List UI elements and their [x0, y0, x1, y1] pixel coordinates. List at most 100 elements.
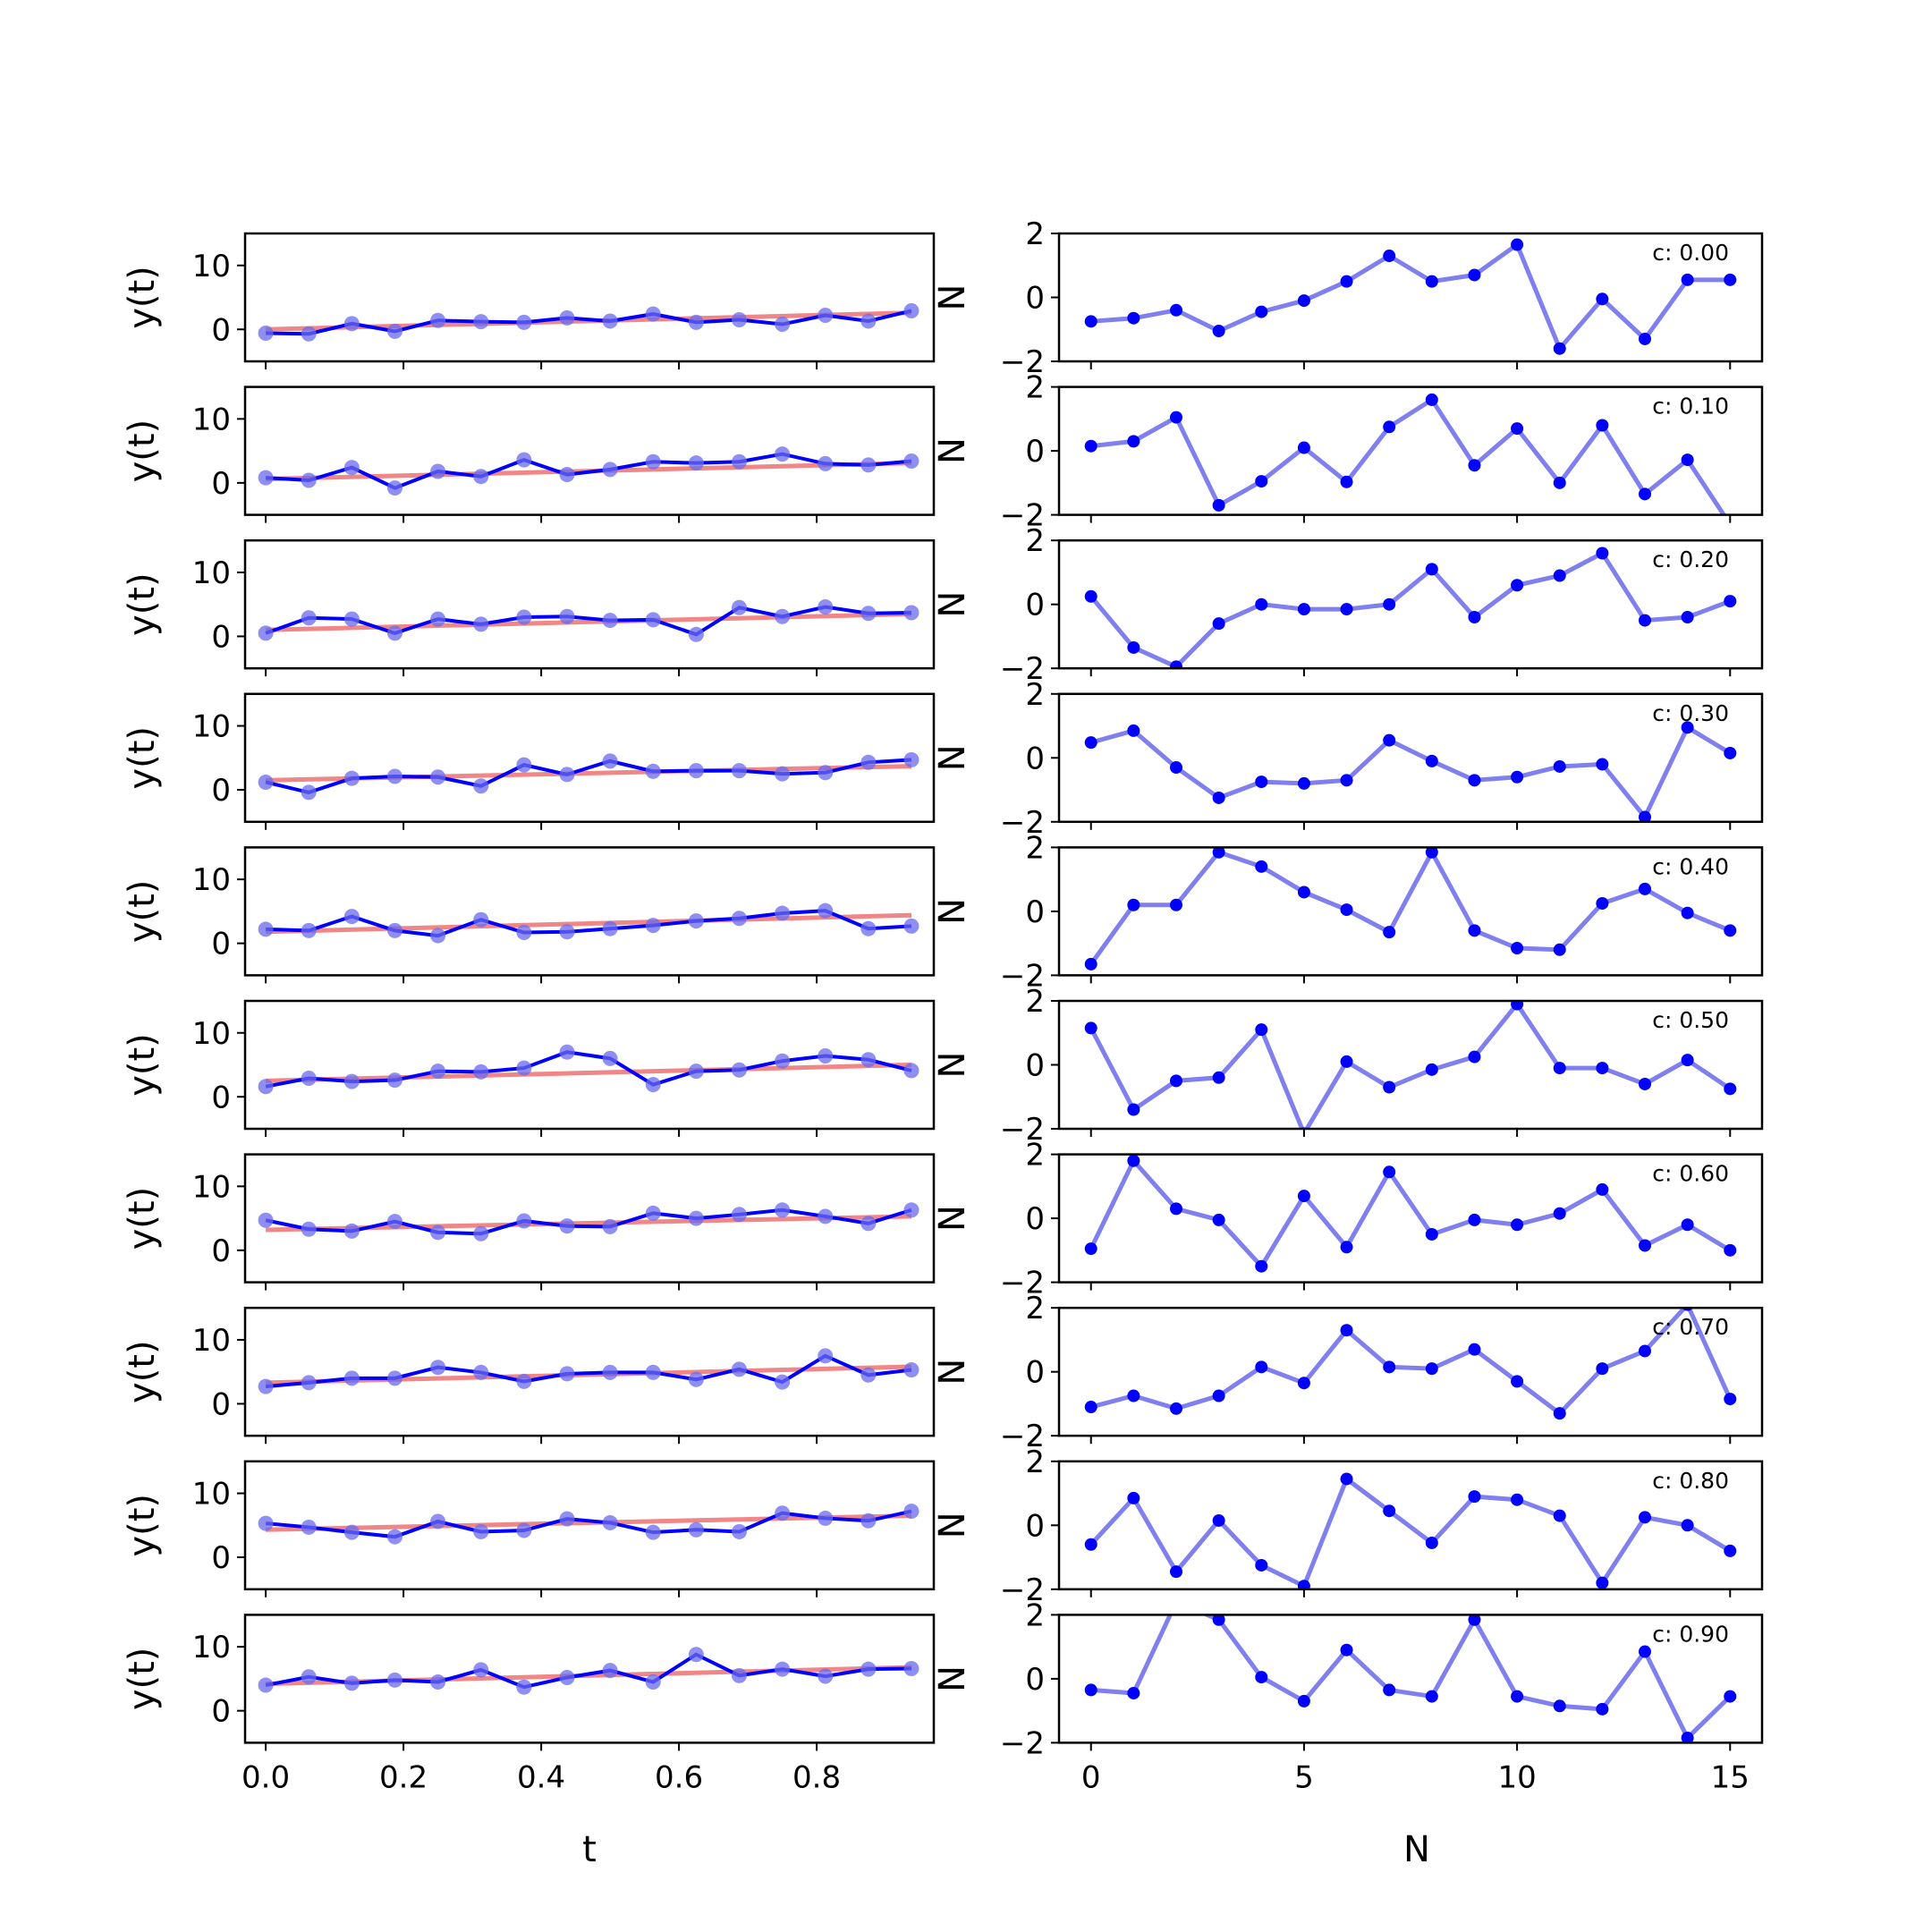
x-tick-label: 10 [1497, 1759, 1536, 1795]
plot-area [1084, 1472, 1737, 1589]
data-point [1170, 1202, 1182, 1216]
series-line [1090, 724, 1732, 822]
data-point [1511, 1218, 1524, 1232]
data-point [1425, 847, 1438, 859]
data-point [301, 610, 317, 626]
data-point [1511, 1375, 1524, 1388]
data-point [1596, 1182, 1609, 1196]
data-point [1297, 776, 1310, 790]
panel-frame [243, 232, 936, 363]
right-panel: N −2 0 2 c: 0.80 [932, 1445, 1764, 1608]
data-point [1553, 1509, 1566, 1522]
data-point [860, 457, 877, 473]
data-line [265, 1208, 912, 1236]
data-point [430, 1513, 446, 1530]
coefficient-label: c: 0.30 [1652, 700, 1729, 726]
data-point [1297, 603, 1310, 616]
data-point [559, 467, 575, 483]
left-panel: y(t) 0 10 [122, 386, 936, 523]
data-point [1553, 476, 1566, 489]
data-point [473, 911, 489, 928]
data-point [559, 924, 575, 940]
data-point [1297, 441, 1310, 454]
data-point [1681, 1054, 1694, 1067]
plot-area [258, 1647, 919, 1695]
data-point [1255, 305, 1268, 318]
data-point [1596, 1576, 1609, 1589]
data-point [430, 769, 446, 785]
plot-area [258, 751, 919, 801]
data-line [266, 909, 912, 938]
data-line [265, 605, 912, 637]
data-point [386, 1370, 402, 1386]
y-tick-label: 0 [211, 1080, 231, 1115]
y-tick-label: −2 [1000, 498, 1045, 534]
data-line [266, 309, 912, 336]
data-point [602, 753, 618, 769]
plot-area [1084, 238, 1737, 355]
data-point [473, 469, 489, 485]
data-point [1724, 595, 1737, 608]
data-point [343, 316, 360, 332]
data-point [386, 625, 402, 641]
y-tick-label: 10 [192, 862, 231, 898]
data-point [1340, 1472, 1353, 1486]
coefficient-label: c: 0.40 [1652, 853, 1729, 879]
x-tick-label: 0.2 [379, 1759, 428, 1795]
data-point [301, 1669, 317, 1685]
plot-area [1084, 1308, 1737, 1420]
data-point [1340, 603, 1353, 616]
left-panel: y(t) 0 10 [122, 846, 936, 984]
plot-area [258, 902, 919, 944]
coefficient-label: c: 0.60 [1652, 1161, 1729, 1187]
y-axis-label: y(t) [122, 572, 163, 636]
plot-area [258, 1202, 919, 1241]
panel-frame [1057, 1306, 1764, 1437]
data-point [775, 1374, 791, 1390]
y-tick-label: 0 [211, 619, 231, 655]
panel-frame [243, 1153, 936, 1284]
y-tick-label: 0 [211, 1694, 231, 1730]
data-point [1596, 547, 1609, 560]
data-point [775, 1202, 791, 1218]
data-point [903, 918, 919, 934]
y-tick-label: 0 [211, 1233, 231, 1269]
y-tick-label: 2 [1025, 1445, 1045, 1480]
data-point [645, 453, 661, 470]
x-tick-label: 0.0 [242, 1759, 290, 1795]
data-point [1255, 860, 1268, 873]
y-tick-label: 0 [1025, 1048, 1045, 1084]
left-panel: y(t) 0 10 [122, 1460, 936, 1597]
y-tick-label: 0 [211, 773, 231, 809]
data-point [1681, 1732, 1694, 1743]
left-column: y(t) 0 10 y(t) 0 10 y(t) 0 10 y(t) 0 10 y(t) 0 10 y(t) 0… [122, 232, 936, 1795]
data-point [430, 928, 446, 944]
y-tick-label: 2 [1025, 677, 1045, 713]
left-panel: y(t) 0 10 [122, 692, 936, 830]
right-panel: N −2 0 2 c: 0.60 [932, 1138, 1764, 1301]
data-point [516, 452, 532, 468]
data-point [1255, 1360, 1268, 1374]
y-axis-label: N [932, 1359, 973, 1385]
data-point [1724, 1544, 1737, 1557]
data-point [1127, 1103, 1140, 1116]
y-axis-label: N [932, 591, 973, 618]
data-point [775, 1053, 791, 1069]
data-point [1255, 775, 1268, 789]
plot-area [1084, 1001, 1737, 1129]
data-point [903, 303, 919, 319]
data-point [386, 323, 402, 339]
data-point [386, 1072, 402, 1089]
x-tick-label: 0 [1081, 1759, 1101, 1795]
data-point [1212, 1614, 1225, 1626]
data-line [265, 1652, 912, 1690]
coefficient-label: c: 0.50 [1652, 1007, 1729, 1033]
y-tick-label: 10 [192, 1477, 231, 1513]
y-tick-label: 10 [192, 709, 231, 745]
data-point [1639, 1645, 1651, 1658]
data-point [1425, 1690, 1438, 1703]
data-point [1468, 1050, 1481, 1063]
data-point [645, 1364, 661, 1380]
data-point [775, 608, 791, 624]
